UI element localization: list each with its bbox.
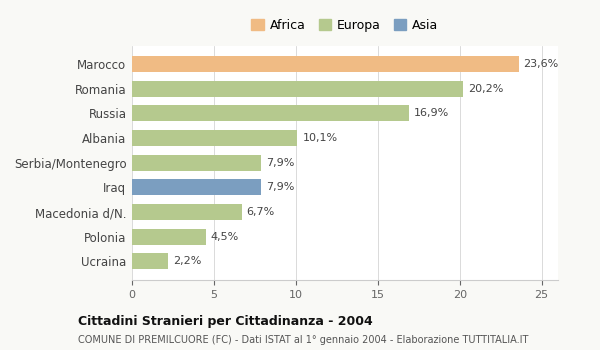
Bar <box>132 204 242 220</box>
Bar <box>132 81 463 97</box>
Bar <box>132 56 518 72</box>
Text: 2,2%: 2,2% <box>173 256 202 266</box>
Bar <box>132 105 409 121</box>
Bar <box>132 130 298 146</box>
Bar <box>132 229 206 245</box>
Text: Cittadini Stranieri per Cittadinanza - 2004: Cittadini Stranieri per Cittadinanza - 2… <box>78 315 373 329</box>
Bar <box>132 180 262 195</box>
Text: 23,6%: 23,6% <box>524 59 559 69</box>
Bar <box>132 253 168 270</box>
Bar <box>132 155 262 171</box>
Text: 10,1%: 10,1% <box>302 133 338 143</box>
Text: 7,9%: 7,9% <box>266 158 295 168</box>
Text: 4,5%: 4,5% <box>211 232 239 242</box>
Text: 6,7%: 6,7% <box>247 207 275 217</box>
Text: 7,9%: 7,9% <box>266 182 295 192</box>
Text: 20,2%: 20,2% <box>468 84 503 94</box>
Text: COMUNE DI PREMILCUORE (FC) - Dati ISTAT al 1° gennaio 2004 - Elaborazione TUTTIT: COMUNE DI PREMILCUORE (FC) - Dati ISTAT … <box>78 335 529 345</box>
Legend: Africa, Europa, Asia: Africa, Europa, Asia <box>249 16 441 35</box>
Text: 16,9%: 16,9% <box>414 108 449 118</box>
